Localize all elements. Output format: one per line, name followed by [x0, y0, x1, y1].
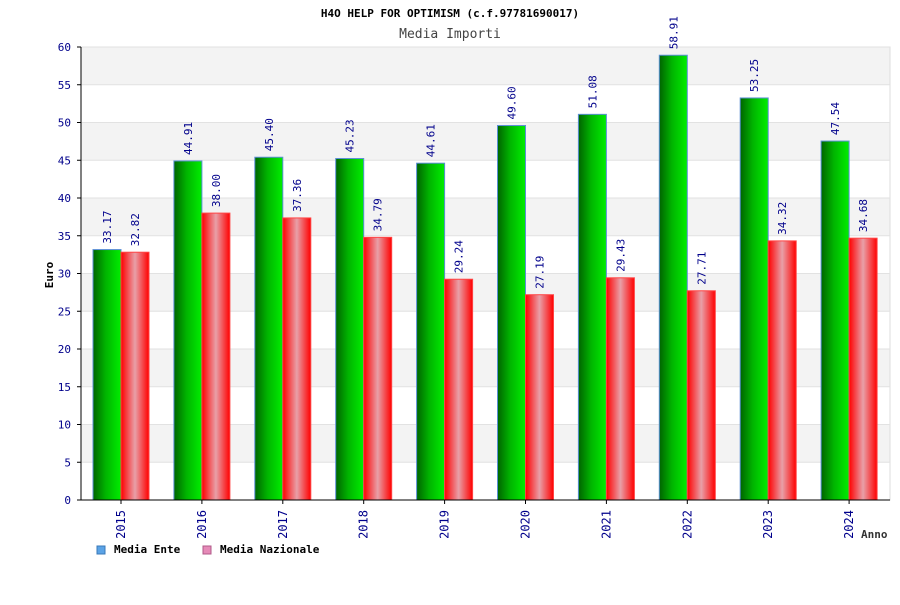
legend-swatch-media-nazionale	[202, 545, 212, 555]
y-tick-label: 5	[64, 456, 71, 469]
y-tick-label: 0	[64, 494, 71, 507]
bar-media-ente-2024	[820, 140, 850, 501]
bar-media-ente-2023	[739, 97, 769, 501]
y-tick-label: 60	[58, 41, 71, 54]
data-label-media-ente-2023: 53.25	[748, 59, 761, 92]
data-label-media-nazionale-2022: 27.71	[695, 252, 708, 285]
y-tick-label: 20	[58, 343, 71, 356]
grid-band	[81, 47, 890, 85]
legend-label-media-nazionale: Media Nazionale	[220, 543, 320, 556]
data-label-media-nazionale-2024: 34.68	[857, 199, 870, 232]
y-tick-label: 25	[58, 305, 71, 318]
data-label-media-ente-2016: 44.91	[182, 122, 195, 155]
data-label-media-ente-2022: 58.91	[667, 16, 680, 49]
bar-media-nazionale-2022	[686, 290, 716, 501]
data-label-media-nazionale-2016: 38.00	[210, 174, 223, 207]
bar-media-ente-2016	[173, 160, 203, 501]
y-tick-label: 45	[58, 154, 71, 167]
bar-media-nazionale-2023	[767, 240, 797, 501]
y-tick-label: 40	[58, 192, 71, 205]
bar-media-ente-2019	[416, 162, 446, 501]
x-tick-label-2018: 2018	[357, 510, 371, 539]
x-tick-label-2020: 2020	[519, 510, 533, 539]
y-axis-ticks: 0 5 10 15 20 25 30 35 40 45 50 55 60	[58, 41, 890, 507]
x-tick-label-2024: 2024	[842, 510, 856, 539]
data-label-media-nazionale-2021: 29.43	[614, 239, 627, 272]
data-label-media-ente-2017: 45.40	[263, 118, 276, 151]
bar-media-ente-2017	[254, 156, 284, 501]
legend-label-media-ente: Media Ente	[114, 543, 181, 556]
y-tick-label: 10	[58, 419, 71, 432]
data-labels: 33.17 32.82 44.91 38.00 45.40 37.36 45.23 34.79…	[101, 16, 870, 289]
bar-media-nazionale-2019	[444, 278, 474, 501]
data-label-media-ente-2018: 45.23	[344, 119, 357, 152]
chart-title: H4O HELP FOR OPTIMISM (c.f.97781690017)	[321, 7, 579, 20]
bar-media-ente-2020	[497, 125, 526, 501]
data-label-media-nazionale-2015: 32.82	[129, 213, 142, 246]
bars	[92, 54, 878, 501]
data-label-media-ente-2020: 49.60	[506, 86, 519, 119]
data-label-media-nazionale-2020: 27.19	[534, 256, 547, 289]
bar-media-ente-2021	[577, 113, 607, 501]
data-label-media-nazionale-2023: 34.32	[776, 202, 789, 235]
y-tick-label: 50	[58, 117, 71, 130]
bar-media-ente-2022	[658, 54, 688, 501]
legend-swatch-media-ente	[96, 545, 106, 555]
x-tick-label-2019: 2019	[438, 510, 452, 539]
y-tick-label: 30	[58, 268, 71, 281]
x-tick-label-2017: 2017	[276, 510, 290, 539]
x-tick-label-2022: 2022	[680, 510, 694, 539]
data-label-media-nazionale-2019: 29.24	[453, 240, 466, 273]
y-tick-label: 35	[58, 230, 71, 243]
x-axis-label: Anno	[861, 528, 888, 541]
y-axis-label: Euro	[43, 261, 56, 288]
y-tick-label: 55	[58, 79, 71, 92]
x-tick-label-2016: 2016	[195, 510, 209, 539]
data-label-media-nazionale-2018: 34.79	[372, 198, 385, 231]
bar-media-ente-2015	[92, 249, 122, 501]
bar-media-nazionale-2017	[282, 217, 312, 501]
data-label-media-nazionale-2017: 37.36	[291, 179, 304, 212]
bar-media-nazionale-2020	[525, 294, 554, 501]
data-label-media-ente-2024: 47.54	[829, 102, 842, 135]
x-axis-ticks: 2015 2016 2017 2018 2019 2020 2021 2022 2023 2024	[114, 500, 856, 539]
data-label-media-ente-2019: 44.61	[425, 124, 438, 157]
y-tick-label: 15	[58, 381, 71, 394]
data-label-media-ente-2021: 51.08	[586, 75, 599, 108]
bar-media-nazionale-2024	[848, 237, 878, 501]
data-label-media-ente-2015: 33.17	[101, 210, 114, 243]
x-tick-label-2021: 2021	[599, 510, 613, 539]
bar-media-nazionale-2021	[605, 277, 635, 501]
x-tick-label-2023: 2023	[761, 510, 775, 539]
bar-media-ente-2018	[335, 158, 365, 501]
legend: Media Ente Media Nazionale	[96, 543, 320, 556]
x-tick-label-2015: 2015	[114, 510, 128, 539]
bar-media-nazionale-2018	[363, 236, 393, 501]
bar-media-nazionale-2016	[201, 212, 231, 501]
chart-subtitle: Media Importi	[399, 27, 501, 42]
bar-media-nazionale-2015	[120, 251, 150, 501]
